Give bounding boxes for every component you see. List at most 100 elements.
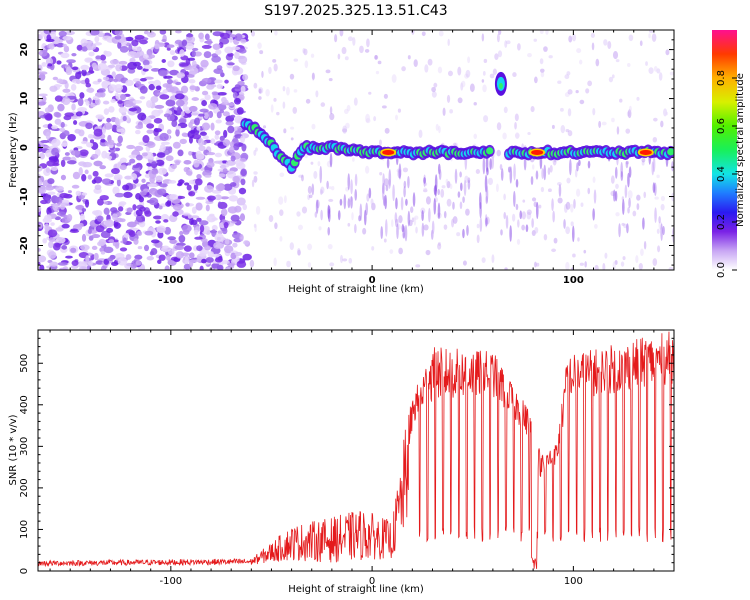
spectrogram-noise-blob	[102, 100, 110, 105]
spectrogram-streak	[566, 177, 571, 184]
spectrogram-noise-blob	[161, 59, 166, 63]
spectrogram-streak	[627, 109, 632, 119]
spectrogram-noise-blob	[92, 95, 99, 101]
spectrogram-smear	[407, 175, 410, 189]
spectrogram-noise-blob	[64, 152, 70, 156]
spectrogram-smear	[339, 198, 343, 206]
spectrogram-smear	[612, 189, 616, 202]
spectrogram-streak	[297, 224, 303, 231]
spectrogram-noise-blob	[234, 251, 243, 256]
spectrogram-streak	[318, 226, 322, 231]
spectrogram-streak	[652, 258, 658, 267]
spectrogram-noise-blob	[227, 102, 235, 107]
spectrogram-streak	[567, 89, 573, 95]
spectrogram-noise-blob	[112, 186, 120, 195]
spectrogram-noise-blob	[103, 122, 113, 130]
spectrogram-noise-blob	[185, 42, 195, 50]
spectrogram-noise-blob	[222, 139, 231, 147]
spectrogram-streak	[549, 165, 553, 173]
spectrogram-streak	[345, 122, 350, 129]
spectrogram-streak	[253, 149, 257, 156]
spectrogram-smear	[625, 161, 629, 169]
spectrogram-streak	[615, 183, 619, 189]
colorbar-tick-label: 0.0	[716, 262, 727, 278]
spectrogram-noise-blob	[79, 92, 85, 99]
spectrogram-noise-blob	[147, 183, 157, 188]
spectrogram-noise-blob	[122, 115, 127, 122]
spectrogram-noise-blob	[49, 261, 59, 267]
spectrogram-noise-blob	[111, 261, 119, 267]
spectrogram-noise-blob	[52, 242, 61, 251]
spectrogram-noise-blob	[123, 191, 133, 199]
spectrogram-streak	[465, 69, 471, 78]
spectrogram-streak	[262, 125, 267, 129]
spectrogram-streak	[512, 72, 517, 78]
spectrogram-noise-blob	[78, 265, 88, 270]
spectrogram-smear	[466, 224, 469, 236]
spectrogram-noise-blob	[142, 54, 149, 59]
spectrogram-noise-blob	[172, 80, 177, 84]
spectrogram-noise-blob	[196, 126, 201, 131]
spectrogram-noise-blob	[100, 250, 106, 255]
spectrogram-noise-blob	[135, 129, 141, 135]
spectrogram-streak	[302, 47, 306, 54]
spectrogram-streak	[665, 111, 669, 116]
spectrogram-streak	[585, 88, 590, 94]
spectrogram-noise-blob	[191, 97, 199, 101]
spectrogram-streak	[366, 38, 370, 48]
spectrogram-streak	[483, 58, 488, 63]
spectrogram-streak	[292, 106, 298, 114]
spectrogram-noise-blob	[129, 158, 136, 164]
spectrogram-noise-blob	[38, 71, 48, 75]
spectrogram-noise-blob	[136, 65, 143, 70]
spectrogram-smear	[578, 159, 581, 166]
spectrogram-noise-blob	[196, 153, 205, 160]
spectrogram-smear	[626, 223, 629, 234]
spectrogram-streak	[476, 234, 480, 244]
spectrogram-noise-blob	[214, 152, 223, 158]
snr-xtick-label: 100	[564, 576, 583, 587]
snr-series-line	[38, 331, 674, 569]
spectrogram-noise-blob	[188, 259, 194, 268]
spectrogram-streak	[370, 198, 374, 206]
spectrogram-streak	[543, 46, 548, 52]
spectrogram-streak	[289, 73, 295, 80]
spectrogram-streak	[344, 56, 349, 61]
spectrogram-streak	[456, 232, 461, 237]
spectrogram-streak	[268, 66, 272, 74]
spectrogram-noise-blob	[81, 69, 87, 77]
spectrogram-streak	[311, 72, 315, 82]
spectrogram-smear	[438, 169, 442, 181]
spectrogram-noise-blob	[122, 237, 127, 245]
spectrogram-noise-blob	[152, 215, 163, 220]
spectrogram-streak	[339, 30, 344, 37]
spectrogram-noise-blob	[188, 121, 193, 128]
spectrogram-smear	[515, 178, 519, 188]
spectrogram-noise-blob	[114, 192, 125, 198]
spectrogram-xtick-label: 0	[369, 275, 376, 286]
spectrogram-smear	[620, 170, 624, 182]
spectrogram-streak	[310, 161, 314, 165]
spectrogram-streak	[433, 82, 438, 88]
spectrogram-noise-blob	[119, 164, 127, 171]
spectrogram-noise-blob	[38, 51, 43, 55]
spectrogram-streak	[423, 224, 429, 231]
spectrogram-streak	[265, 89, 270, 97]
spectrogram-noise-blob	[95, 225, 105, 233]
spectrogram-noise-blob	[44, 223, 50, 232]
spectrogram-streak	[663, 108, 668, 117]
spectrogram-noise-blob	[175, 125, 182, 130]
spectrogram-noise-blob	[146, 129, 154, 134]
spectrogram-noise-blob	[135, 260, 142, 266]
spectrogram-streak	[551, 248, 557, 253]
spectrogram-noise-blob	[151, 109, 161, 117]
spectrogram-streak	[539, 30, 544, 35]
spectrogram-smear	[354, 188, 358, 201]
spectrogram-streak	[353, 97, 358, 106]
colorbar: 0.0 0.2 0.4 0.6 0.8 Normalized spectral ampl…	[712, 30, 746, 278]
spectrogram-streak	[330, 185, 335, 191]
spectrogram-noise-blob	[230, 214, 240, 222]
spectrogram-streak	[251, 30, 256, 37]
spectrogram-noise-blob	[234, 33, 243, 41]
spectrogram-noise-blob	[102, 35, 112, 41]
